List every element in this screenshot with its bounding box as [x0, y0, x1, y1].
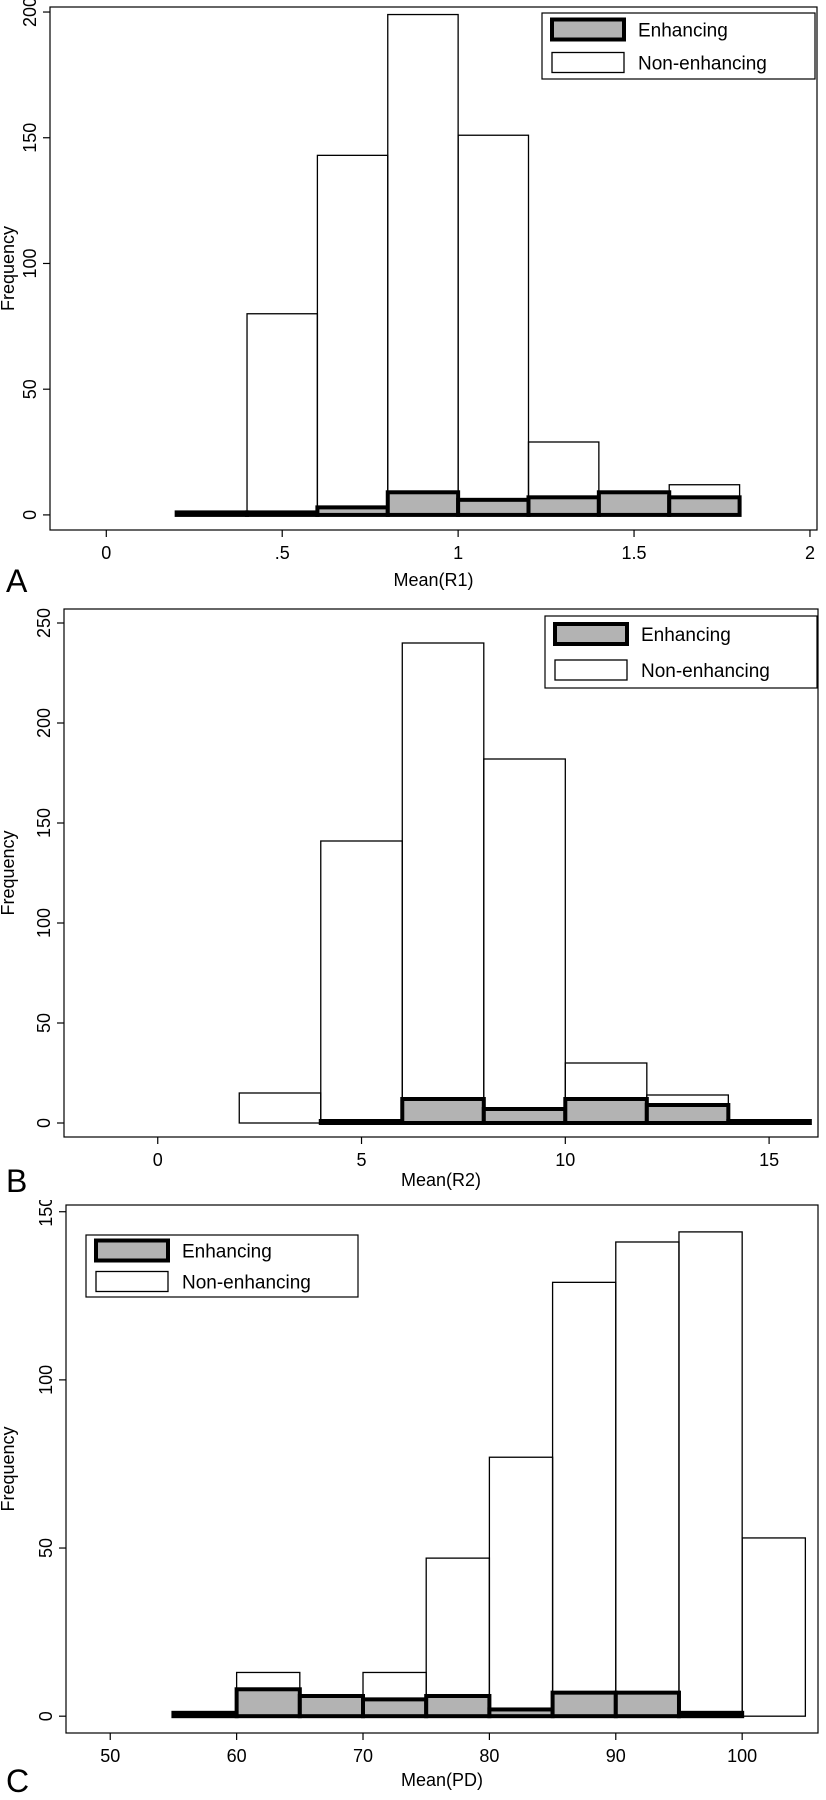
x-tick-label: 60: [227, 1746, 247, 1766]
y-tick-label: 150: [36, 1200, 56, 1227]
histogram-panel-c: 0 50 100 150 50 60 70 80 90 100 Mean(PD) Frequency C…: [0, 1200, 819, 1799]
plot-frame: [49, 6, 818, 531]
x-tick-label: .5: [275, 543, 290, 563]
y-tick-label: 250: [34, 608, 54, 638]
panel-label: A: [6, 563, 28, 599]
enhancing-bar: [385, 490, 461, 517]
enhancing-bar: [644, 1103, 731, 1125]
legend-label: Non-enhancing: [182, 1273, 311, 1294]
enhancing-bar: [400, 1097, 486, 1125]
non-enhancing-bar: [425, 1557, 491, 1717]
x-axis-label: Mean(R1): [393, 570, 473, 590]
x-tick-label: 5: [357, 1150, 367, 1170]
x-tick-label: 90: [606, 1746, 626, 1766]
legend-label: Enhancing: [638, 21, 728, 42]
y-tick-label: 0: [20, 510, 40, 520]
legend-swatch-enhancing: [550, 17, 626, 42]
enhancing-bar: [676, 1710, 745, 1719]
enhancing-bar: [456, 497, 531, 517]
y-tick-label: 200: [20, 0, 40, 27]
legend-label: Non-enhancing: [638, 54, 767, 75]
x-axis-label: Mean(PD): [401, 1770, 483, 1790]
enhancing-bar: [596, 490, 672, 517]
panel-label: C: [6, 1763, 29, 1799]
non-enhancing-bar: [246, 313, 319, 516]
x-tick-label: 1.5: [622, 543, 647, 563]
non-enhancing-bar: [387, 13, 459, 516]
legend-swatch-non-enhancing: [551, 51, 625, 74]
legend-swatch-non-enhancing: [554, 659, 628, 681]
enhancing-bar: [667, 495, 742, 517]
x-tick-label: 50: [100, 1746, 120, 1766]
legend-label: Enhancing: [182, 1242, 272, 1263]
enhancing-bar: [297, 1694, 366, 1719]
enhancing-bar: [315, 505, 390, 517]
legend-swatch-enhancing: [94, 1238, 170, 1263]
x-tick-label: 1: [453, 543, 463, 563]
x-tick-label: 0: [101, 543, 111, 563]
y-tick-label: 150: [20, 123, 40, 153]
non-enhancing-bar: [238, 1092, 322, 1124]
enhancing-bar: [613, 1690, 681, 1719]
enhancing-bar: [726, 1119, 812, 1125]
non-enhancing-bar: [615, 1241, 680, 1717]
enhancing-bar: [526, 495, 601, 517]
enhancing-bar: [234, 1687, 302, 1719]
x-tick-label: 0: [153, 1150, 163, 1170]
plot-frame: [63, 608, 819, 1138]
y-axis-label: Frequency: [0, 1426, 18, 1511]
y-tick-label: 100: [34, 908, 54, 938]
enhancing-bar: [245, 510, 320, 517]
x-axis-label: Mean(R2): [401, 1170, 481, 1190]
histogram-panel-a: 0 50 100 150 200 0 .5 1 1.5 2 Mean(R1) Frequency A En…: [0, 0, 818, 599]
non-enhancing-bar: [320, 840, 403, 1124]
enhancing-bar: [550, 1690, 618, 1719]
y-tick-label: 100: [20, 248, 40, 278]
non-enhancing-bar: [678, 1231, 743, 1717]
y-axis-label: Frequency: [0, 226, 18, 311]
x-tick-label: 70: [353, 1746, 373, 1766]
enhancing-bar: [487, 1707, 555, 1719]
non-enhancing-bar: [551, 1281, 617, 1717]
y-tick-label: 150: [34, 808, 54, 838]
y-tick-label: 200: [34, 708, 54, 738]
y-axis-label: Frequency: [0, 830, 18, 915]
enhancing-bar: [361, 1697, 429, 1719]
y-tick-label: 50: [34, 1013, 54, 1033]
legend-label: Non-enhancing: [641, 661, 770, 682]
x-tick-label: 15: [759, 1150, 779, 1170]
panel-label: B: [6, 1163, 27, 1199]
enhancing-bar: [424, 1694, 492, 1719]
enhancing-bar: [174, 510, 250, 517]
legend-label: Enhancing: [641, 625, 731, 646]
enhancing-bar: [563, 1097, 649, 1125]
legend-swatch-non-enhancing: [95, 1270, 169, 1293]
y-tick-label: 50: [36, 1538, 56, 1558]
y-tick-label: 50: [20, 379, 40, 399]
legend: Enhancing Non-enhancing: [544, 615, 818, 689]
y-tick-label: 0: [36, 1711, 56, 1721]
non-enhancing-bar: [741, 1537, 807, 1717]
legend: Enhancing Non-enhancing: [541, 12, 816, 80]
legend-swatch-enhancing: [553, 622, 629, 646]
y-tick-label: 100: [36, 1365, 56, 1395]
x-tick-label: 10: [555, 1150, 575, 1170]
non-enhancing-bar: [488, 1456, 554, 1717]
enhancing-bar: [481, 1107, 568, 1125]
histogram-panel-b: 0 50 100 150 200 250 0 5 10 15 Mean(R2) Frequency B E…: [0, 608, 819, 1199]
enhancing-bar: [171, 1710, 239, 1719]
legend: Enhancing Non-enhancing: [85, 1234, 359, 1298]
x-tick-label: 80: [479, 1746, 499, 1766]
non-enhancing-bar: [483, 758, 566, 1124]
non-enhancing-bar: [316, 154, 389, 516]
x-tick-label: 100: [727, 1746, 757, 1766]
non-enhancing-bar: [401, 642, 485, 1124]
plot-frame: [65, 1204, 819, 1734]
x-tick-label: 2: [805, 543, 815, 563]
y-tick-label: 0: [34, 1118, 54, 1128]
enhancing-bar: [318, 1119, 405, 1125]
non-enhancing-bar: [457, 134, 530, 516]
